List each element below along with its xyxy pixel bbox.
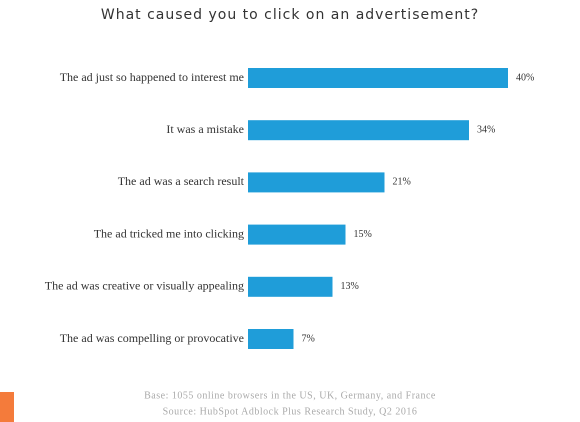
value-label: 13% bbox=[341, 281, 359, 292]
value-label: 34% bbox=[477, 124, 495, 135]
logo-badge bbox=[0, 392, 14, 422]
bar bbox=[248, 172, 385, 193]
category-label: The ad was compelling or provocative bbox=[60, 331, 244, 345]
value-label: 7% bbox=[302, 333, 315, 344]
value-label: 40% bbox=[516, 72, 534, 83]
footnote: Source: HubSpot Adblock Plus Research St… bbox=[163, 406, 418, 417]
bar bbox=[248, 120, 469, 141]
category-label: The ad was creative or visually appealin… bbox=[45, 279, 244, 293]
bar bbox=[248, 329, 294, 349]
bar bbox=[248, 224, 346, 245]
bar bbox=[248, 276, 333, 297]
footnote: Base: 1055 online browsers in the US, UK… bbox=[144, 390, 436, 401]
category-label: The ad just so happened to interest me bbox=[60, 70, 244, 84]
category-label: It was a mistake bbox=[166, 122, 244, 136]
value-label: 15% bbox=[354, 229, 372, 240]
value-label: 21% bbox=[393, 177, 411, 188]
chart-title: What caused you to click on an advertise… bbox=[101, 7, 479, 23]
bar bbox=[248, 68, 508, 88]
category-label: The ad was a search result bbox=[118, 174, 245, 188]
category-label: The ad tricked me into clicking bbox=[94, 226, 244, 240]
